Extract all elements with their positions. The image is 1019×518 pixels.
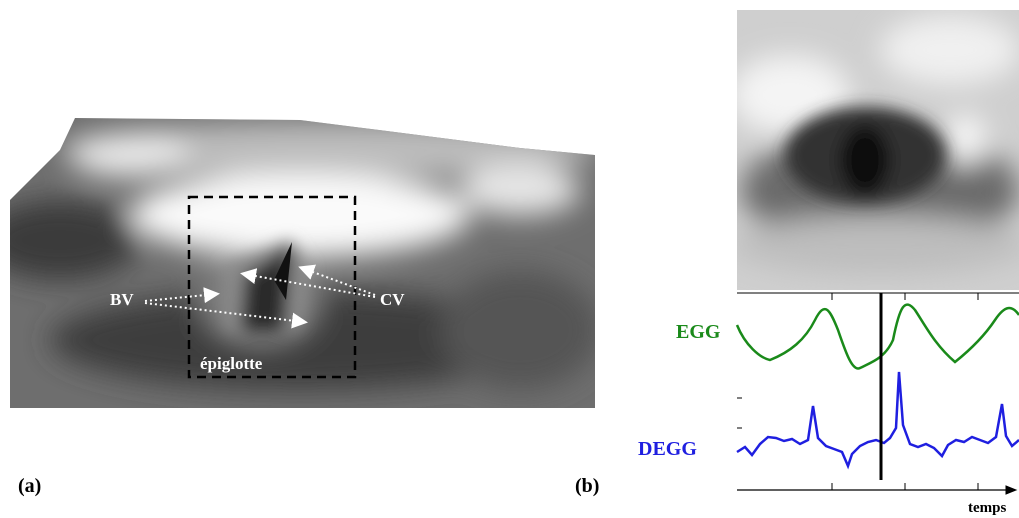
panel-label: (b) [575,475,599,497]
annotation: épiglotte [200,354,263,373]
x-axis-label: temps [968,500,1006,516]
glottis-image [730,10,1019,290]
endoscopy-image [0,100,600,420]
panel-label: (a) [18,475,41,497]
figure: BV CV épiglotte (a) EGG DEGG temps ( [0,0,1019,518]
signal-label: EGG [676,321,721,343]
annotation: BV [110,290,134,309]
annotation: CV [380,290,405,309]
signal-plot [737,293,1019,490]
degg-signal [737,372,1019,466]
egg-signal [737,305,1019,369]
signal-label: DEGG [638,438,697,460]
